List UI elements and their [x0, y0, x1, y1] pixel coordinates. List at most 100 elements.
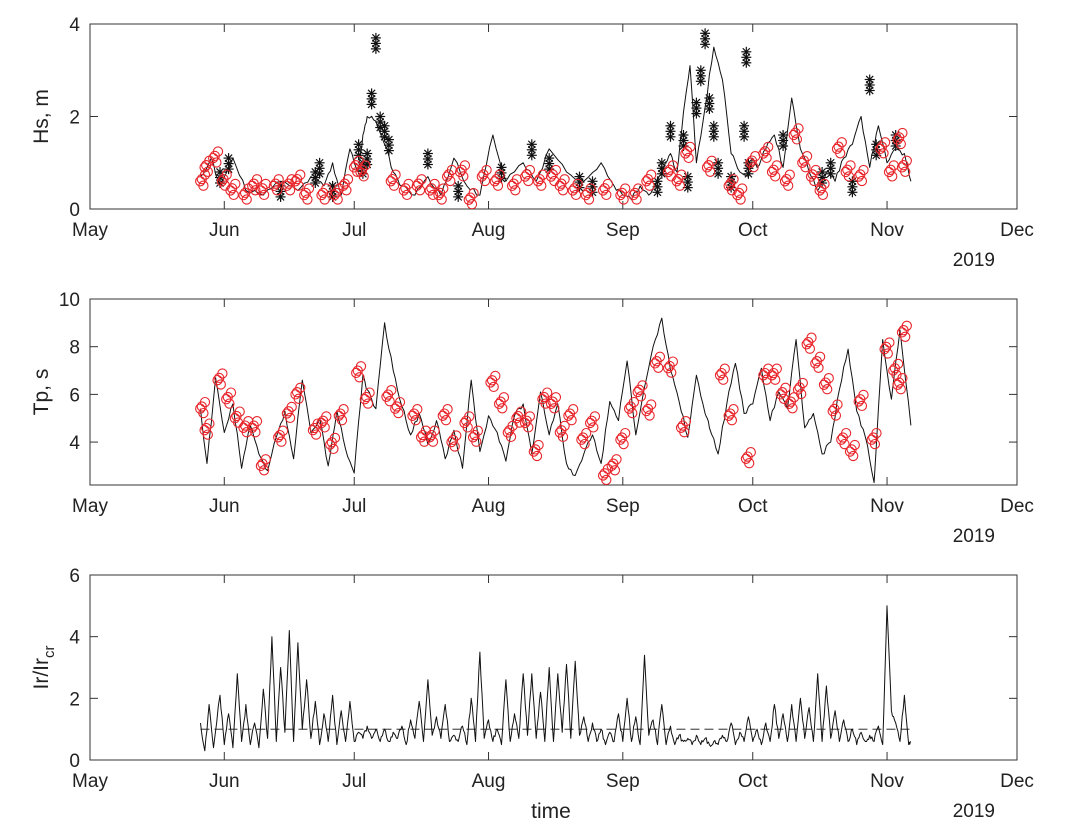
tp-red-circle-marker — [566, 415, 577, 426]
tp-red-circle-marker — [568, 404, 579, 415]
hs-red-circle-marker — [737, 183, 748, 194]
hs-red-circle-marker — [427, 189, 439, 201]
hs-red-circle-marker — [887, 171, 898, 182]
hs-red-circle-marker — [761, 152, 772, 164]
tp-red-circle-marker — [679, 427, 690, 438]
tp-red-circle-marker — [718, 374, 729, 385]
hs-red-circle-marker — [819, 178, 830, 190]
tp-red-circle-marker — [618, 438, 629, 450]
tp-red-circle-marker — [516, 406, 527, 417]
tp-red-circle-marker — [895, 384, 906, 395]
tp-red-circle-marker — [744, 458, 755, 469]
hs-red-circle-marker — [559, 174, 570, 185]
hs-red-circle-marker — [221, 169, 232, 180]
hs-red-circle-marker — [705, 166, 716, 177]
hs-red-circle-marker — [809, 175, 820, 187]
tp-red-circle-marker — [884, 337, 895, 348]
tp-red-circle-marker — [581, 427, 592, 439]
tp-red-circle-marker — [505, 431, 517, 443]
tp-red-circle-marker — [653, 362, 664, 373]
tp-red-circle-marker — [412, 404, 423, 415]
tp-red-circle-marker — [823, 373, 834, 384]
tp-red-circle-marker — [364, 387, 375, 398]
tp-red-circle-marker — [329, 432, 341, 444]
hs-red-circle-marker — [211, 157, 222, 168]
tp-axes-box — [89, 298, 1018, 486]
hs-asterisk-marker — [310, 178, 321, 188]
hs-red-circle-marker — [302, 194, 313, 205]
tp-red-circle-marker — [646, 399, 657, 410]
hs-asterisk-marker — [864, 85, 875, 96]
tp-red-circle-marker — [217, 368, 228, 379]
tp-red-circle-marker — [900, 331, 911, 342]
ir-x-tick-label: Jul — [342, 771, 366, 792]
tp-x-tick-label: Jun — [209, 496, 240, 517]
tp-red-circle-marker — [589, 411, 601, 422]
hs-red-circle-marker — [468, 188, 479, 199]
tp-red-circle-marker — [666, 367, 677, 378]
tp-red-circle-marker — [215, 379, 226, 390]
tp-red-circle-marker — [891, 369, 902, 381]
hs-red-circle-marker — [801, 151, 813, 162]
hs-red-circle-marker — [510, 185, 521, 196]
tp-red-circle-marker — [442, 404, 453, 415]
tp-red-circle-marker — [354, 372, 365, 383]
hs-year-label: 2019 — [953, 250, 995, 271]
tp-red-circle-marker — [295, 382, 306, 393]
tp-red-circle-marker — [822, 384, 833, 395]
tp-red-circle-marker — [258, 465, 270, 476]
tp-red-circle-marker — [284, 412, 296, 424]
tp-red-circle-marker — [787, 403, 798, 414]
hs-red-circle-marker — [284, 185, 296, 196]
hs-asterisk-marker — [652, 187, 663, 198]
hs-red-circle-marker — [676, 169, 687, 180]
tp-red-circle-marker — [260, 454, 271, 465]
hs-red-circle-marker — [212, 146, 224, 157]
tp-red-circle-marker — [321, 411, 332, 422]
hs-red-circle-marker — [646, 169, 657, 180]
hs-red-circle-marker — [601, 189, 612, 201]
tp-red-circle-marker — [234, 406, 245, 417]
hs-y-tick-label: 4 — [69, 15, 80, 36]
tp-red-circle-marker — [497, 403, 508, 414]
hs-red-circle-marker — [303, 183, 315, 194]
hs-red-circle-marker — [446, 164, 458, 176]
tp-red-circle-marker — [627, 407, 638, 419]
hs-red-circle-marker — [770, 171, 781, 182]
hs-red-circle-marker — [271, 185, 283, 196]
hs-red-circle-marker — [481, 164, 492, 176]
hs-red-circle-marker — [836, 137, 847, 148]
tp-red-circle-marker — [830, 410, 842, 421]
tp-red-circle-marker — [514, 417, 525, 428]
hs-asterisk-marker — [526, 150, 537, 161]
tp-red-circle-marker — [602, 463, 614, 475]
hs-asterisk-marker — [453, 191, 464, 202]
tp-red-circle-marker — [557, 431, 569, 443]
hs-asterisk-marker — [691, 108, 702, 119]
hs-asterisk-marker — [847, 187, 858, 198]
tp-red-circle-marker — [204, 418, 215, 429]
tp-red-circle-marker — [338, 404, 349, 415]
tp-red-circle-marker — [601, 474, 612, 485]
tp-red-circle-marker — [328, 443, 339, 455]
tp-red-circle-marker — [449, 441, 460, 452]
tp-series-line — [200, 317, 912, 484]
hs-red-circle-marker — [570, 189, 582, 201]
hs-red-circle-marker — [900, 166, 911, 177]
hs-x-tick-label: May — [72, 220, 108, 241]
hs-red-circle-marker — [321, 183, 332, 194]
hs-red-circle-marker — [810, 164, 821, 176]
hs-red-circle-marker — [685, 141, 696, 153]
tp-year-label: 2019 — [953, 526, 995, 547]
hs-red-circle-marker — [524, 164, 536, 176]
hs-red-circle-marker — [523, 175, 534, 187]
ir-axes-box — [89, 574, 1018, 761]
tp-red-circle-marker — [882, 348, 893, 359]
hs-red-circle-marker — [667, 160, 679, 171]
hs-asterisk-marker — [704, 104, 715, 114]
tp-red-circle-marker — [531, 450, 543, 462]
tp-red-circle-marker — [232, 417, 244, 428]
hs-x-tick-label: Aug — [472, 220, 506, 241]
